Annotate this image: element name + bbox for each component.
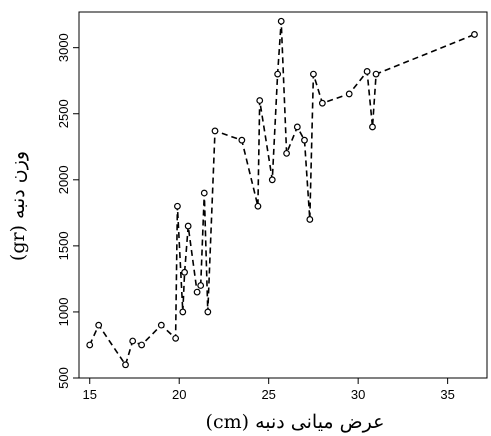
data-point [184, 222, 192, 230]
y-tick-label: 1000 [56, 297, 71, 326]
data-point [268, 176, 276, 184]
data-point [174, 202, 181, 210]
data-point [238, 136, 246, 144]
data-point [345, 90, 353, 98]
data-point [310, 70, 317, 78]
data-point [193, 288, 201, 296]
data-point [172, 334, 180, 342]
data-point [129, 337, 137, 345]
data-point [293, 123, 301, 131]
data-point [179, 308, 187, 316]
data-point [181, 268, 188, 276]
data-point [301, 136, 308, 144]
x-tick-label: 25 [261, 387, 275, 402]
data-point [274, 70, 282, 78]
y-axis-title: وزن دنبه (gr) [7, 151, 29, 261]
data-point [306, 216, 314, 223]
series-line [88, 21, 475, 367]
data-point [157, 321, 165, 329]
y-tick-label: 2000 [56, 165, 71, 194]
plot-frame [78, 11, 488, 379]
data-point [372, 70, 380, 78]
data-point [471, 31, 478, 38]
data-point [122, 361, 129, 369]
data-point [254, 202, 262, 210]
y-tick-label: 1500 [56, 231, 71, 260]
data-point [318, 99, 326, 107]
x-axis-title: عرض میانی دنبه (cm) [206, 411, 385, 433]
data-point [363, 68, 371, 75]
x-tick-label: 15 [83, 387, 97, 402]
x-tick-label: 20 [172, 387, 186, 402]
data-point [211, 127, 219, 135]
data-point [277, 17, 285, 25]
data-point [283, 149, 290, 157]
data-point [256, 97, 264, 104]
data-point [204, 308, 212, 316]
y-tick-label: 2500 [56, 99, 71, 128]
data-point [369, 123, 376, 131]
x-tick-label: 35 [440, 387, 454, 402]
y-tick-label: 3000 [56, 33, 71, 62]
y-tick-label: 500 [56, 367, 71, 389]
data-point [197, 282, 205, 289]
data-point [95, 321, 103, 329]
data-point [200, 189, 208, 197]
data-point [138, 341, 146, 349]
x-tick-label: 30 [351, 387, 365, 402]
data-point [86, 341, 94, 349]
